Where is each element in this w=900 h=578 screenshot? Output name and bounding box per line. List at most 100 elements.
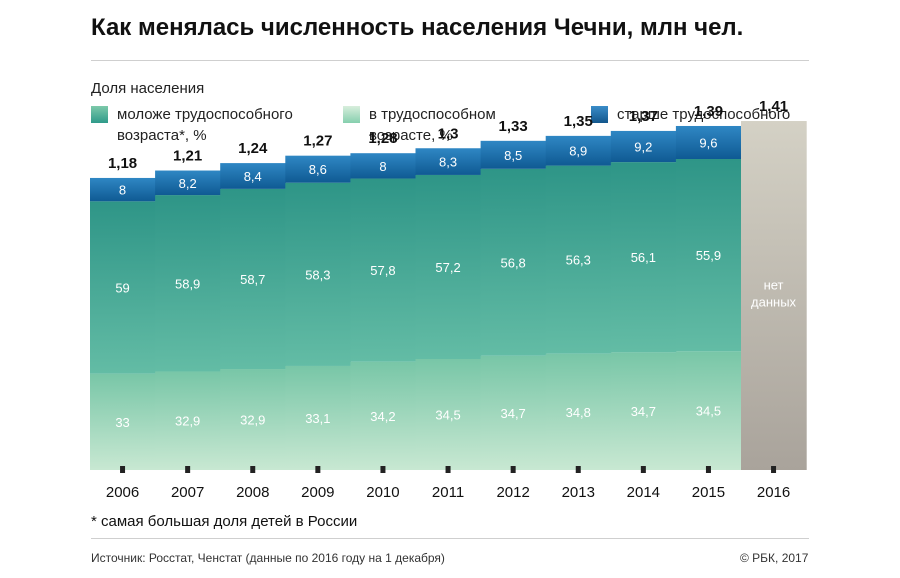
bar-segment-working <box>675 351 742 470</box>
bar-segment-young <box>220 188 286 370</box>
axis-tick <box>640 466 646 473</box>
legend-heading: Доля населения <box>91 80 205 97</box>
legend-swatch-working <box>343 106 360 123</box>
total-label: 1,39 <box>694 103 723 120</box>
page-title: Как менялась численность населения Чечни… <box>91 14 744 41</box>
data-label-old: 8 <box>119 183 126 198</box>
total-label: 1,18 <box>108 155 137 172</box>
data-label-working: 34,7 <box>631 404 656 419</box>
bar-segment-old <box>350 153 417 179</box>
bar-segment-young <box>415 174 482 359</box>
legend-label-working: в трудоспособном возрасте, % <box>369 106 496 144</box>
total-label: 1,24 <box>238 140 268 157</box>
x-tick-label: 2016 <box>757 484 790 501</box>
bar-segment-working <box>350 361 417 470</box>
footnote: * самая большая доля детей в России <box>91 513 358 530</box>
data-label-young: 58,7 <box>240 272 265 287</box>
x-tick-label: 2006 <box>106 484 139 501</box>
data-label-working: 32,9 <box>240 413 265 428</box>
data-label-young: 59 <box>115 280 129 295</box>
total-label: 1,41 <box>759 98 788 115</box>
bar-segment-old <box>220 163 286 189</box>
bar-segment-young <box>285 182 351 366</box>
bar-segment-working <box>285 365 351 470</box>
bar-segment-old <box>675 125 742 160</box>
bar-segment-young <box>480 168 547 356</box>
axis-tick <box>315 466 321 473</box>
axis-tick <box>250 466 256 473</box>
x-tick-label: 2009 <box>301 484 334 501</box>
title-divider <box>91 60 809 61</box>
data-label-old: 9,2 <box>634 140 652 155</box>
bar-segment-old <box>545 135 612 166</box>
data-label-young: 57,8 <box>370 263 395 278</box>
bar-segment-young <box>155 195 221 372</box>
bar-segment-young <box>350 178 417 362</box>
bar-segment-working <box>90 373 156 470</box>
data-label-young: 57,2 <box>435 260 460 275</box>
bar-segment-working <box>480 355 547 470</box>
axis-tick <box>445 466 451 473</box>
x-tick-label: 2008 <box>236 484 269 501</box>
bar-segment-old <box>480 140 547 169</box>
bar-segment-working <box>415 358 482 470</box>
data-label-old: 8,2 <box>179 176 197 191</box>
data-label-working: 34,5 <box>696 404 721 419</box>
total-label: 1,28 <box>368 130 397 147</box>
bar-segment-old <box>90 177 156 202</box>
bar-segment-old <box>415 148 482 175</box>
bar-segment-old <box>285 155 351 183</box>
legend-item-working: в трудоспособном возрасте, % <box>343 104 564 146</box>
data-label-old: 9,6 <box>699 135 717 150</box>
legend-label-young: моложе трудоспособного возраста*, % <box>117 106 293 144</box>
bar-segment-young <box>90 201 156 374</box>
axis-tick <box>575 466 581 473</box>
x-tick-label: 2007 <box>171 484 204 501</box>
footer-divider <box>91 538 809 539</box>
axis-tick <box>185 466 191 473</box>
data-label-old: 8,9 <box>569 144 587 159</box>
data-label-young: 55,9 <box>696 248 721 263</box>
data-label-working: 33 <box>115 415 129 430</box>
data-label-old: 8,4 <box>244 169 262 184</box>
axis-tick <box>380 466 386 473</box>
legend-swatch-young <box>91 106 108 123</box>
total-label: 1,35 <box>564 113 593 130</box>
total-label: 1,37 <box>629 108 658 125</box>
data-label-old: 8,3 <box>439 155 457 170</box>
axis-tick <box>510 466 516 473</box>
data-label-working: 33,1 <box>305 411 330 426</box>
data-label-old: 8,6 <box>309 162 327 177</box>
total-label: 1,21 <box>173 148 202 165</box>
bar-segment-young <box>610 162 677 353</box>
bar-segment-working <box>610 352 677 470</box>
bar-segment-young <box>675 159 742 352</box>
data-label-young: 58,3 <box>305 267 330 282</box>
data-label-working: 34,7 <box>500 406 525 421</box>
x-tick-label: 2012 <box>496 484 529 501</box>
data-label-old: 8 <box>379 159 386 174</box>
x-tick-label: 2010 <box>366 484 399 501</box>
bar-segment-old <box>610 130 677 163</box>
data-label-young: 56,3 <box>566 253 591 268</box>
data-label-working: 34,8 <box>566 405 591 420</box>
legend-swatch-old <box>591 106 608 123</box>
copyright: © РБК, 2017 <box>740 551 809 565</box>
x-tick-label: 2014 <box>627 484 660 501</box>
data-label-old: 8,5 <box>504 148 522 163</box>
data-label-working: 34,2 <box>370 409 395 424</box>
legend-item-young: моложе трудоспособного возраста*, % <box>91 104 312 146</box>
source-note: Источник: Росстат, Ченстат (данные по 20… <box>91 551 445 565</box>
data-label-working: 34,5 <box>435 407 460 422</box>
x-tick-label: 2013 <box>562 484 595 501</box>
axis-tick <box>771 466 777 473</box>
nodata-label: нет <box>764 278 784 293</box>
bar-segment-young <box>545 165 612 354</box>
x-tick-label: 2011 <box>432 484 464 501</box>
bar-segment-working <box>155 371 221 470</box>
axis-tick <box>705 466 711 473</box>
nodata-bar <box>741 121 807 471</box>
data-label-working: 32,9 <box>175 414 200 429</box>
